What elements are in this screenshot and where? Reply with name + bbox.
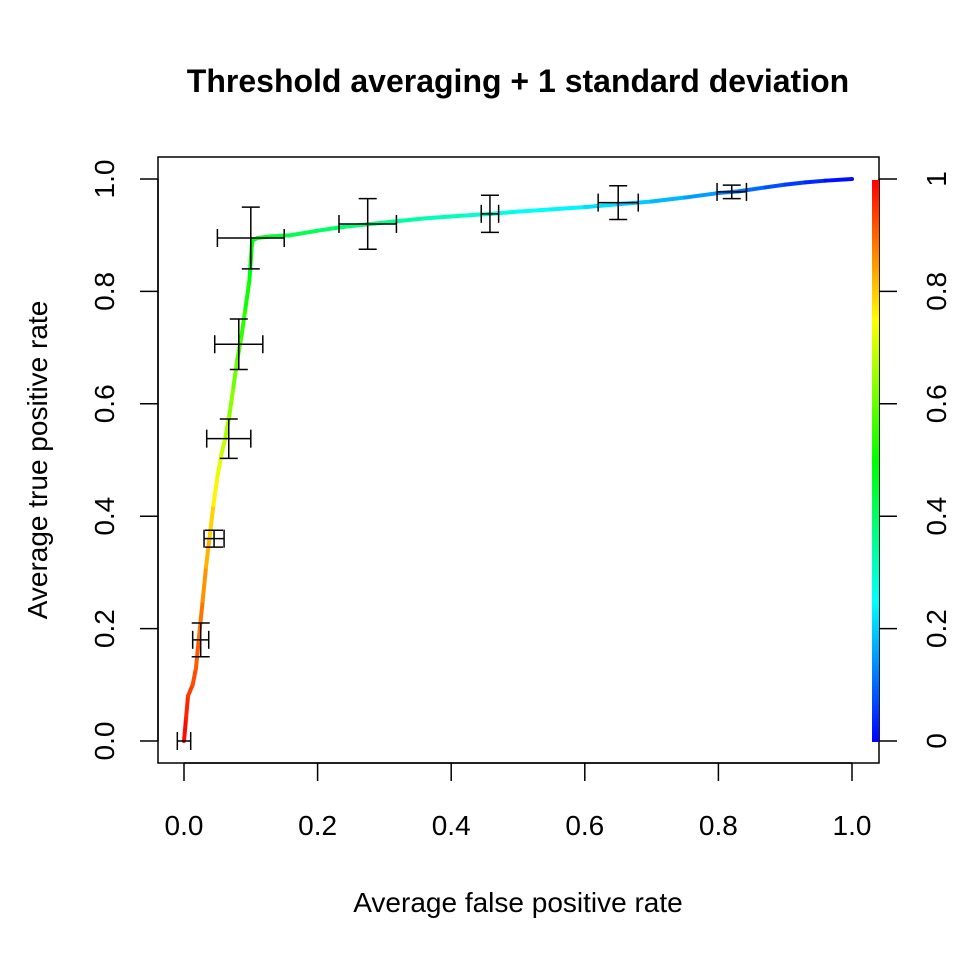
x-axis: 0.0 0.2 0.4 0.6 0.8 1.0: [165, 762, 872, 841]
curve-segment: [683, 191, 721, 200]
error-bar: [205, 418, 252, 460]
y-tick-label: 0.6: [89, 384, 120, 423]
curve-segment: [582, 202, 621, 210]
curve-segment: [239, 306, 248, 339]
x-tick-label: 0.6: [565, 810, 604, 841]
y-tick-label: 0.4: [89, 497, 120, 536]
curve-segment: [207, 502, 216, 541]
y-tick-label: 0.8: [89, 272, 120, 311]
y-axis: 0.0 0.2 0.4 0.6 0.8 1.0: [89, 160, 159, 761]
y-tick-label: 0.0: [89, 722, 120, 761]
curve-segment: [395, 216, 427, 224]
curve-segment: [182, 716, 189, 743]
curve-segment: [211, 474, 220, 507]
curve-segment: [227, 384, 236, 418]
curve-segment: [823, 177, 854, 183]
x-tick-label: 1.0: [833, 810, 872, 841]
error-bar: [191, 622, 210, 658]
curve-segment: [516, 207, 554, 214]
curve-segment: [190, 665, 199, 687]
x-tick-label: 0.0: [165, 810, 204, 841]
curve-segment: [186, 682, 195, 699]
error-bars: [176, 182, 748, 750]
error-bar: [716, 182, 748, 201]
curve-segment: [194, 637, 201, 670]
x-tick-label: 0.4: [432, 810, 471, 841]
colorbar-axis: 0 0.2 0.4 0.6 0.8 1: [878, 171, 952, 749]
curve-segment: [184, 694, 191, 721]
x-axis-label: Average false positive rate: [353, 887, 682, 918]
x-tick-label: 0.8: [699, 810, 738, 841]
error-bar: [203, 529, 225, 548]
colorbar-tick-label: 1: [921, 171, 952, 187]
colorbar-tick-label: 0.8: [921, 272, 952, 311]
error-bar: [338, 197, 398, 250]
y-axis-label: Average true positive rate: [22, 301, 53, 620]
curve-segment: [763, 182, 788, 190]
error-bar: [216, 206, 285, 270]
error-bar: [213, 318, 264, 371]
colorbar-tick-label: 0: [921, 733, 952, 749]
curve-segment: [196, 598, 205, 642]
roc-curve: [182, 177, 854, 743]
colorbar-tick-label: 0.2: [921, 609, 952, 648]
curve-segment: [549, 205, 587, 212]
error-bar: [597, 184, 639, 221]
curve-segment: [219, 435, 228, 457]
curve-segment: [231, 356, 240, 389]
error-bar: [480, 194, 500, 234]
curve-segment: [288, 228, 320, 238]
curve-segment: [268, 233, 293, 239]
chart-title: Threshold averaging + 1 standard deviati…: [187, 63, 849, 99]
curve-segment: [204, 536, 212, 569]
curve-segment: [422, 213, 467, 221]
curve-segment: [649, 195, 687, 204]
colorbar-tick-label: 0.6: [921, 384, 952, 423]
curve-segment: [783, 180, 808, 187]
y-tick-label: 0.2: [89, 609, 120, 648]
curve-segment: [200, 564, 209, 603]
colorbar-tick-label: 0.4: [921, 497, 952, 536]
plot-frame: [157, 156, 880, 764]
error-bar: [176, 732, 192, 750]
curve-segment: [803, 178, 828, 185]
curve-segment: [315, 224, 347, 233]
curve-segment: [243, 278, 252, 311]
colorbar: [872, 180, 879, 742]
y-tick-label: 1.0: [89, 160, 120, 199]
x-tick-label: 0.2: [298, 810, 337, 841]
curve-segment: [736, 185, 768, 194]
